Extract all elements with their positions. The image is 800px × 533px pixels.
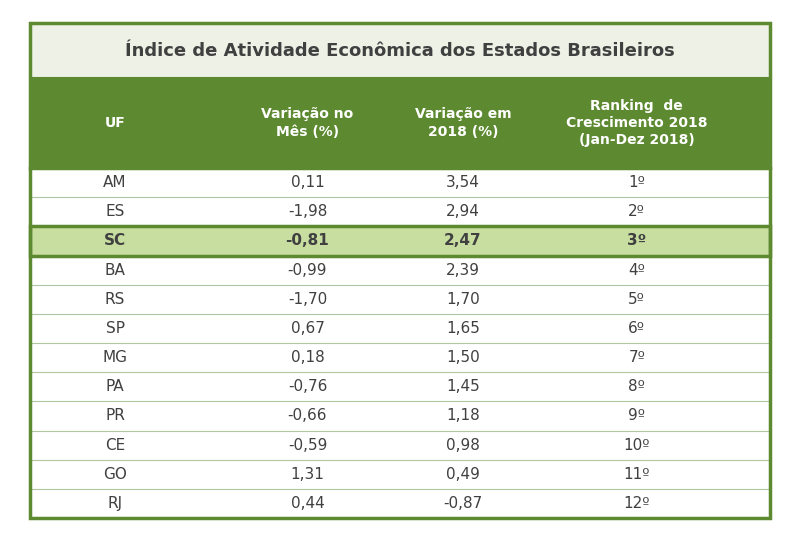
Text: PA: PA xyxy=(106,379,125,394)
Text: Índice de Atividade Econômica dos Estados Brasileiros: Índice de Atividade Econômica dos Estado… xyxy=(125,42,675,60)
Text: -0,99: -0,99 xyxy=(288,263,327,278)
Text: -0,87: -0,87 xyxy=(443,496,482,511)
FancyBboxPatch shape xyxy=(30,401,770,431)
Text: 1,18: 1,18 xyxy=(446,408,480,423)
Text: 0,11: 0,11 xyxy=(290,175,324,190)
Text: SC: SC xyxy=(104,233,126,248)
Text: RS: RS xyxy=(105,292,126,307)
FancyBboxPatch shape xyxy=(30,227,770,255)
Text: 1º: 1º xyxy=(628,175,646,190)
Text: 2º: 2º xyxy=(628,204,646,219)
Text: ES: ES xyxy=(106,204,125,219)
FancyBboxPatch shape xyxy=(30,314,770,343)
Text: 2,94: 2,94 xyxy=(446,204,480,219)
Text: 9º: 9º xyxy=(628,408,646,423)
Text: Variação em
2018 (%): Variação em 2018 (%) xyxy=(414,107,511,139)
FancyBboxPatch shape xyxy=(30,78,770,168)
FancyBboxPatch shape xyxy=(30,343,770,372)
Text: 5º: 5º xyxy=(628,292,646,307)
Text: 2,39: 2,39 xyxy=(446,263,480,278)
Text: -0,59: -0,59 xyxy=(288,438,327,453)
FancyBboxPatch shape xyxy=(30,459,770,489)
Text: -0,66: -0,66 xyxy=(288,408,327,423)
Text: 12º: 12º xyxy=(623,496,650,511)
Text: 0,44: 0,44 xyxy=(290,496,324,511)
Text: -1,98: -1,98 xyxy=(288,204,327,219)
Text: BA: BA xyxy=(105,263,126,278)
Text: 2,47: 2,47 xyxy=(444,233,482,248)
Text: 4º: 4º xyxy=(628,263,646,278)
Text: -0,76: -0,76 xyxy=(288,379,327,394)
Text: 0,49: 0,49 xyxy=(446,467,480,482)
Text: 3º: 3º xyxy=(627,233,646,248)
Text: GO: GO xyxy=(103,467,127,482)
FancyBboxPatch shape xyxy=(30,489,770,518)
FancyBboxPatch shape xyxy=(30,23,770,78)
Text: AM: AM xyxy=(103,175,127,190)
Text: SP: SP xyxy=(106,321,125,336)
Text: CE: CE xyxy=(105,438,126,453)
FancyBboxPatch shape xyxy=(30,197,770,227)
FancyBboxPatch shape xyxy=(30,255,770,285)
Text: 0,18: 0,18 xyxy=(290,350,324,365)
Text: 7º: 7º xyxy=(628,350,646,365)
FancyBboxPatch shape xyxy=(30,431,770,459)
Text: UF: UF xyxy=(105,116,126,130)
Text: 1,70: 1,70 xyxy=(446,292,480,307)
Text: 6º: 6º xyxy=(628,321,646,336)
Text: 0,67: 0,67 xyxy=(290,321,325,336)
Text: Ranking  de
Crescimento 2018
(Jan-Dez 2018): Ranking de Crescimento 2018 (Jan-Dez 201… xyxy=(566,99,707,147)
Text: -1,70: -1,70 xyxy=(288,292,327,307)
Text: 3,54: 3,54 xyxy=(446,175,480,190)
Text: RJ: RJ xyxy=(107,496,122,511)
Text: 10º: 10º xyxy=(623,438,650,453)
Text: PR: PR xyxy=(105,408,125,423)
Text: 11º: 11º xyxy=(623,467,650,482)
Text: 8º: 8º xyxy=(628,379,646,394)
FancyBboxPatch shape xyxy=(30,285,770,314)
Text: Variação no
Mês (%): Variação no Mês (%) xyxy=(262,107,354,139)
Text: -0,81: -0,81 xyxy=(286,233,330,248)
FancyBboxPatch shape xyxy=(30,372,770,401)
Text: 1,65: 1,65 xyxy=(446,321,480,336)
FancyBboxPatch shape xyxy=(30,168,770,197)
Text: 1,50: 1,50 xyxy=(446,350,480,365)
Text: 0,98: 0,98 xyxy=(446,438,480,453)
Text: 1,45: 1,45 xyxy=(446,379,480,394)
Text: MG: MG xyxy=(102,350,128,365)
Text: 1,31: 1,31 xyxy=(290,467,325,482)
